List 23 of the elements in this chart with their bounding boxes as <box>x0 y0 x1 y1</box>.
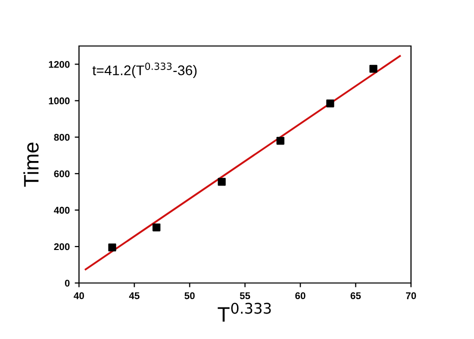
x-tick-label: 50 <box>184 292 195 300</box>
point <box>218 178 226 186</box>
annotation: t=41.2(T$^{0.333}$-36) <box>92 62 197 78</box>
point <box>276 136 284 145</box>
x-tick-label: 60 <box>295 292 306 300</box>
y-tick-label: 600 <box>54 170 70 178</box>
point <box>152 223 160 232</box>
y-tick-label: 1000 <box>48 97 70 104</box>
y-axis-title: Time <box>23 142 39 187</box>
x-tick-label: 40 <box>74 292 84 300</box>
x-tick-label: 45 <box>129 292 140 300</box>
y-tick-label: 800 <box>54 134 70 141</box>
x-tick-label: 70 <box>406 292 416 300</box>
point <box>108 244 116 252</box>
x-axis-title: T$^{0.333}$ <box>218 302 271 322</box>
y-tick-label: 200 <box>54 243 70 250</box>
y-tick-label: 1200 <box>48 60 70 68</box>
point <box>369 64 378 73</box>
x-tick-label: 55 <box>240 292 250 300</box>
x-tick-label: 65 <box>350 292 361 300</box>
y-tick-label: 400 <box>54 206 70 214</box>
point <box>326 99 334 108</box>
y-tick-label: 0 <box>64 280 70 287</box>
